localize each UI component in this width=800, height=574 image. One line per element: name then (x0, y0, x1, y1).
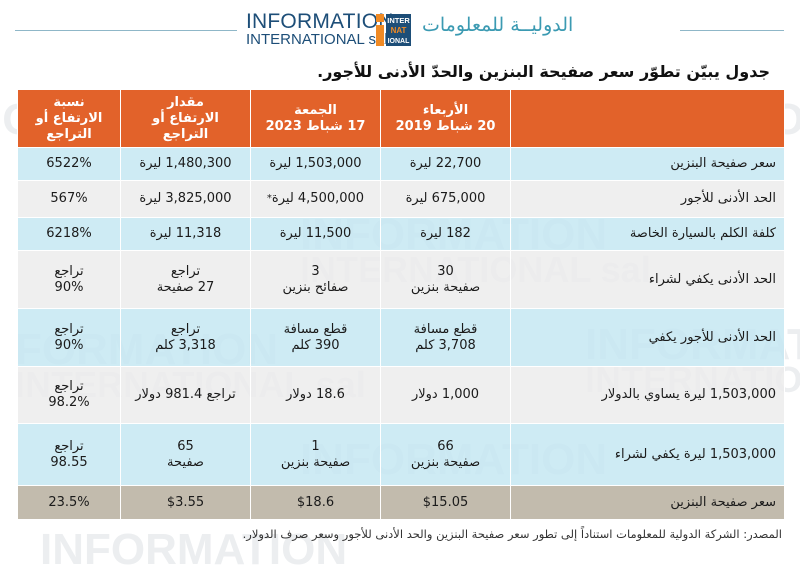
cell-value: تراجع 27 صفيحة (120, 250, 251, 309)
row-label: الحد الأدنى يكفي لشراء (510, 250, 785, 309)
row-label: 1,503,000 ليرة يكفي لشراء (510, 423, 785, 486)
page-title: جدول يبيّن تطوّر سعر صفيحة البنزين والحد… (317, 62, 770, 81)
table-row: 1,503,000 ليرة يساوي بالدولار 1,000 دولا… (17, 366, 785, 424)
cell-value: 11,500 ليرة (250, 217, 381, 251)
cell-value: تراجع 3,318 كلم (120, 308, 251, 367)
logo-arabic-text: الدوليــة للمعلومات (422, 14, 574, 36)
row-label: الحد الأدنى للأجور يكفي (510, 308, 785, 367)
cell-value: تراجع 90% (17, 250, 121, 309)
cell-value: تراجع 981.4 دولار (120, 366, 251, 424)
cell-value: 66 صفيحة بنزين (380, 423, 511, 486)
header-cell-2019: الأربعاء 20 شباط 2019 (380, 89, 511, 148)
cell-value: $3.55 (120, 485, 251, 520)
cell-value: 11,318 ليرة (120, 217, 251, 251)
logo: INFORMATION INTERNATIONAL sal INTER NAT … (246, 10, 666, 48)
table-row: 1,503,000 ليرة يكفي لشراء 66 صفيحة بنزين … (17, 423, 785, 486)
row-label: سعر صفيحة البنزين (510, 147, 785, 181)
divider (680, 30, 784, 31)
logo-mark-bottom: IONAL (388, 38, 411, 45)
cell-value: قطع مسافة 390 كلم (250, 308, 381, 367)
table-row: الحد الأدنى للأجور 675,000 ليرة 4,500,00… (17, 180, 785, 218)
cell-value: 6522% (17, 147, 121, 181)
row-label: 1,503,000 ليرة يساوي بالدولار (510, 366, 785, 424)
row-label: الحد الأدنى للأجور (510, 180, 785, 218)
row-label: كلفة الكلم بالسيارة الخاصة (510, 217, 785, 251)
logo-mark-top: INTER (387, 16, 410, 25)
cell-value: 1,000 دولار (380, 366, 511, 424)
header-cell-2023: الجمعة 17 شباط 2023 (250, 89, 381, 148)
logo-text-line2: INTERNATIONAL sal (246, 31, 388, 48)
cell-value: 1,480,300 ليرة (120, 147, 251, 181)
cell-value: 4,500,000 ليرة* (250, 180, 381, 218)
cell-value: 18.6 دولار (250, 366, 381, 424)
cell-value: 675,000 ليرة (380, 180, 511, 218)
cell-value: $15.05 (380, 485, 511, 520)
cell-value: 1,503,000 ليرة (250, 147, 381, 181)
footnote-mark: * (266, 193, 272, 204)
cell-value: 65 صفيحة (120, 423, 251, 486)
cell-value: تراجع 90% (17, 308, 121, 367)
cell-value: تراجع 98.55 (17, 423, 121, 486)
cell-value: 30 صفيحة بنزين (380, 250, 511, 309)
logo-mark-mid: NAT (391, 26, 407, 35)
cell-value: 1 صفيحة بنزين (250, 423, 381, 486)
cell-value: 567% (17, 180, 121, 218)
logo-text-line1: INFORMATION (246, 10, 394, 33)
cell-value: 6218% (17, 217, 121, 251)
divider (15, 30, 237, 31)
cell-value: 3,825,000 ليرة (120, 180, 251, 218)
table-row: الحد الأدنى للأجور يكفي قطع مسافة 3,708 ك… (17, 308, 785, 367)
cell-value: 182 ليرة (380, 217, 511, 251)
cell-value: $18.6 (250, 485, 381, 520)
table-row: الحد الأدنى يكفي لشراء 30 صفيحة بنزين 3 صف… (17, 250, 785, 309)
cell-value: قطع مسافة 3,708 كلم (380, 308, 511, 367)
data-table: الأربعاء 20 شباط 2019 الجمعة 17 شباط 2023 … (17, 89, 785, 520)
logo-mark-icon: INTER NAT IONAL (376, 14, 411, 46)
source-note: المصدر: الشركة الدولية للمعلومات استنادا… (242, 527, 782, 541)
table-row: سعر صفيحة البنزين 22,700 ليرة 1,503,000 … (17, 147, 785, 181)
header: INFORMATION INTERNATIONAL sal INTER NAT … (0, 0, 800, 58)
header-cell-amount: مقدار الارتفاع أو التراجع (120, 89, 251, 148)
table-header-row: الأربعاء 20 شباط 2019 الجمعة 17 شباط 2023 … (17, 89, 785, 148)
table-row: كلفة الكلم بالسيارة الخاصة 182 ليرة 11,5… (17, 217, 785, 251)
header-cell-empty (510, 89, 785, 148)
row-label: سعر صفيحة البنزين (510, 485, 785, 520)
cell-value: 23.5% (17, 485, 121, 520)
cell-value: تراجع 98.2% (17, 366, 121, 424)
header-cell-percent: نسبة الارتفاع أو التراجع (17, 89, 121, 148)
table-footer-row: سعر صفيحة البنزين $15.05 $18.6 $3.55 23.… (17, 485, 785, 520)
cell-value: 3 صفائح بنزين (250, 250, 381, 309)
cell-value: 22,700 ليرة (380, 147, 511, 181)
